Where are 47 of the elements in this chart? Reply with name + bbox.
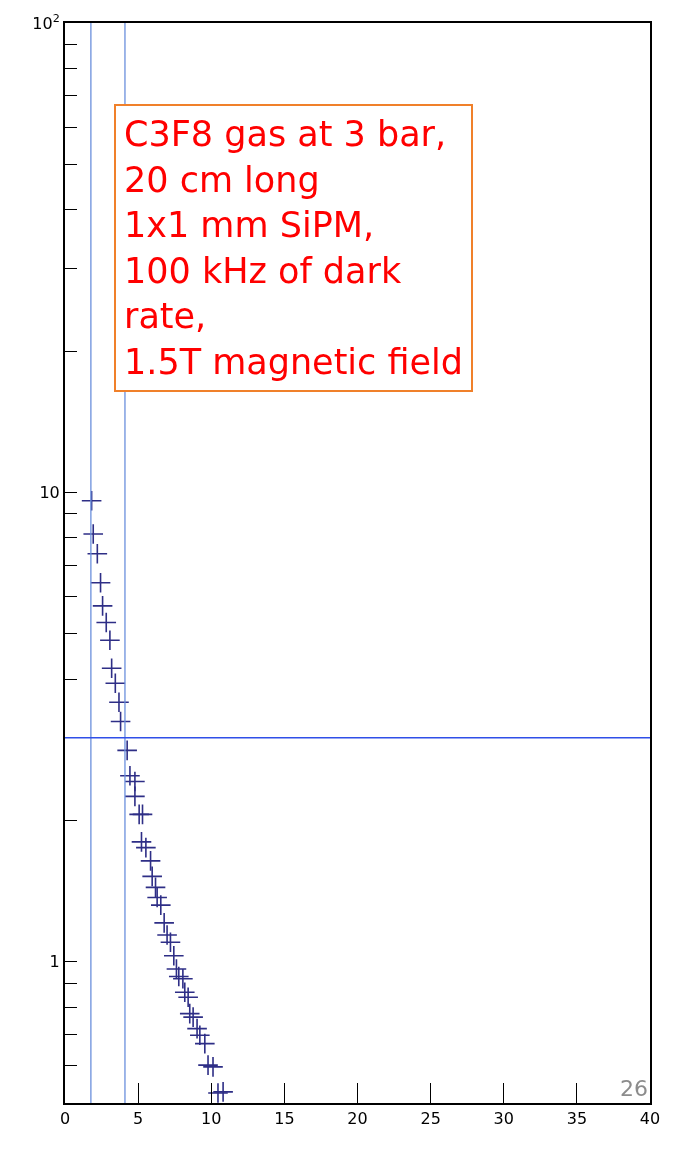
point [108, 691, 130, 713]
point [139, 850, 162, 872]
y-tick-label: 10 [39, 482, 60, 502]
x-tick-label: 40 [639, 1109, 661, 1129]
point [109, 710, 132, 733]
point [141, 865, 163, 887]
point [135, 837, 157, 859]
point [197, 1054, 219, 1076]
point [207, 1082, 229, 1104]
point [89, 572, 112, 594]
annotation: 26 [620, 1076, 648, 1101]
point [124, 785, 146, 808]
point [144, 876, 167, 898]
y-tick-label: 10$^{2}$ [32, 11, 60, 33]
point [174, 981, 196, 1003]
point [186, 1018, 208, 1040]
point [189, 1024, 211, 1046]
point [95, 611, 117, 634]
point [150, 894, 172, 916]
point [130, 831, 153, 853]
point [82, 523, 104, 545]
point [116, 739, 138, 761]
x-tick-label: 30 [493, 1109, 514, 1129]
point [104, 672, 126, 694]
x-tick-label: 0 [59, 1109, 71, 1129]
point [163, 945, 185, 967]
point [159, 931, 182, 953]
point [99, 629, 121, 651]
x-tick-label: 35 [566, 1109, 588, 1129]
x-tick-label: 5 [133, 1109, 144, 1129]
point [212, 1081, 234, 1103]
x-tick-label: 25 [420, 1109, 441, 1129]
point [194, 1033, 216, 1055]
point [156, 924, 178, 946]
point [119, 765, 141, 787]
point [101, 657, 123, 679]
x-tick-label: 15 [274, 1109, 295, 1129]
point [146, 886, 168, 909]
point [91, 595, 114, 617]
y-tick-label: 1 [49, 952, 60, 972]
point [177, 986, 199, 1008]
point [153, 912, 175, 934]
point [202, 1056, 224, 1078]
annotation: C3F8 gas at 3 bar, 20 cm long 1x1 mm SiPM, 100 kHz of dark rate, 1.5T magnetic field [124, 114, 463, 382]
point [86, 543, 108, 565]
x-tick-label: 10 [201, 1109, 222, 1129]
x-tick-label: 20 [347, 1109, 368, 1129]
